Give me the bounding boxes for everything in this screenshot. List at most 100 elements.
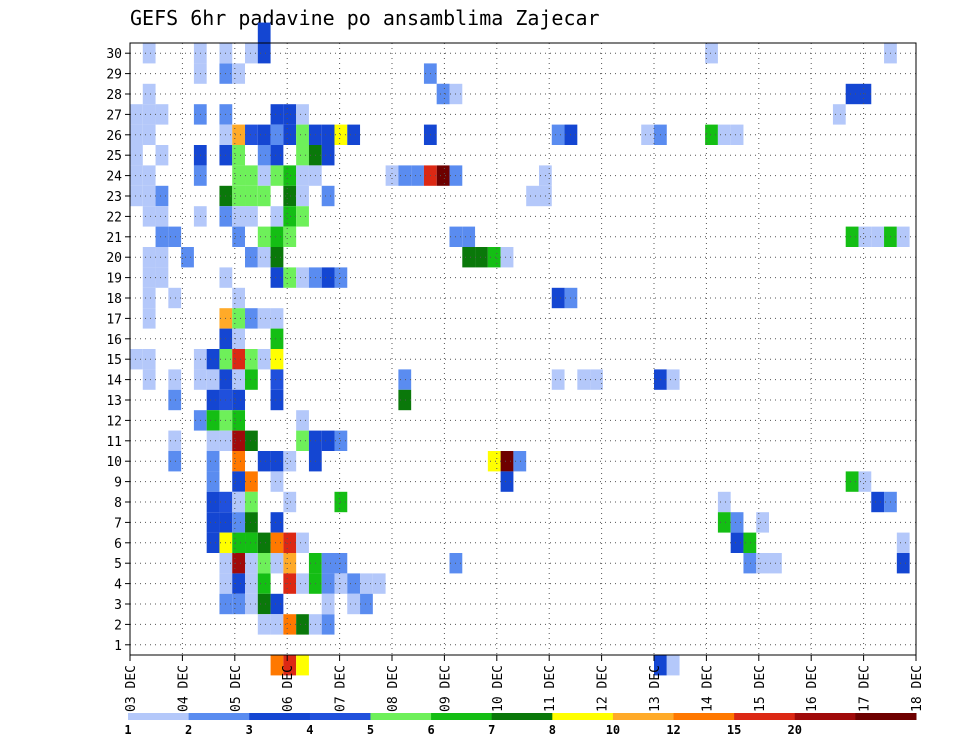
heatmap-cell <box>730 512 744 533</box>
heatmap-cell <box>142 124 156 145</box>
heatmap-cell <box>142 185 156 207</box>
heatmap-cell <box>257 532 271 553</box>
heatmap-cell <box>296 410 309 431</box>
heatmap-cell <box>206 532 220 553</box>
heatmap-cell <box>411 165 424 186</box>
heatmap-cell <box>245 43 258 64</box>
legend-swatch <box>855 713 917 720</box>
heatmap-cell <box>270 512 284 533</box>
heatmap-cell <box>232 491 246 513</box>
heatmap-cell <box>232 165 246 186</box>
heatmap-cell <box>257 124 271 145</box>
heatmap-cell <box>245 206 258 227</box>
heatmap-cell <box>232 553 246 574</box>
heatmap-cell <box>232 471 246 492</box>
heatmap-cell <box>296 165 309 186</box>
heatmap-cell <box>347 593 361 615</box>
heatmap-cell <box>232 369 246 390</box>
heatmap-cell <box>245 573 258 594</box>
y-tick-label: 6 <box>114 537 122 552</box>
heatmap-cell <box>245 369 258 390</box>
heatmap-cell <box>206 349 220 370</box>
heatmap-cell <box>321 614 335 635</box>
legend-swatch <box>552 713 614 720</box>
heatmap-cell <box>717 512 731 533</box>
heatmap-cell <box>257 451 271 472</box>
legend-swatch <box>734 713 796 720</box>
heatmap-cell <box>155 104 169 125</box>
x-tick-label: 06 DEC <box>281 665 296 712</box>
heatmap-cell <box>155 247 169 268</box>
heatmap-cell <box>321 573 335 594</box>
y-tick-label: 11 <box>106 435 122 450</box>
heatmap-cell <box>577 369 591 390</box>
heatmap-cell <box>130 124 143 145</box>
x-tick-label: 13 DEC <box>648 665 663 712</box>
heatmap-cell <box>654 655 667 676</box>
heatmap-cell <box>296 145 309 166</box>
legend-label: 12 <box>666 723 680 737</box>
heatmap-cell <box>398 389 412 411</box>
heatmap-cell <box>896 553 910 574</box>
heatmap-cell <box>155 185 169 207</box>
heatmap-cell <box>500 247 514 268</box>
heatmap-cell <box>245 124 258 145</box>
heatmap-cell <box>756 553 770 574</box>
heatmap-cell <box>896 226 910 247</box>
legend-swatch <box>370 713 432 720</box>
heatmap-cell <box>296 206 309 227</box>
heatmap-cell <box>168 369 182 390</box>
heatmap-cell <box>142 308 156 329</box>
heatmap-cell <box>142 43 156 64</box>
heatmap-cell <box>181 247 194 268</box>
heatmap-cell <box>232 287 246 309</box>
heatmap-cell <box>321 553 335 574</box>
heatmap-cell <box>257 573 271 594</box>
heatmap-cell <box>257 349 271 370</box>
heatmap-cell <box>372 573 386 594</box>
heatmap-cell <box>257 308 271 329</box>
heatmap-cell <box>296 614 309 635</box>
heatmap-cell <box>232 308 246 329</box>
heatmap-cell <box>500 471 514 492</box>
heatmap-cell <box>845 471 859 492</box>
heatmap-cell <box>257 226 271 247</box>
heatmap-cell <box>270 247 284 268</box>
y-tick-label: 27 <box>106 108 122 123</box>
x-tick-label: 12 DEC <box>596 665 611 712</box>
x-tick-label: 11 DEC <box>543 665 558 712</box>
y-tick-label: 13 <box>106 394 122 409</box>
heatmap-cell <box>283 226 297 247</box>
heatmap-cell <box>270 614 284 635</box>
heatmap-cell <box>130 104 143 125</box>
heatmap-cell <box>321 124 335 145</box>
y-tick-label: 21 <box>106 231 122 246</box>
heatmap-cell <box>436 83 450 105</box>
heatmap-cell <box>232 451 246 472</box>
heatmap-cell <box>232 410 246 431</box>
heatmap-cell <box>283 165 297 186</box>
heatmap-cell <box>360 573 373 594</box>
y-tick-label: 4 <box>114 578 122 593</box>
heatmap-cell <box>206 512 220 533</box>
heatmap-cell <box>845 83 859 105</box>
heatmap-cell <box>730 532 744 553</box>
y-tick-label: 7 <box>114 516 122 531</box>
heatmap-cell <box>283 451 297 472</box>
heatmap-cell <box>245 165 258 186</box>
y-tick-label: 17 <box>106 312 122 327</box>
heatmap-cell <box>641 124 654 145</box>
heatmap-cell <box>142 267 156 288</box>
heatmap-cell <box>296 532 309 553</box>
heatmap-cell <box>296 124 309 145</box>
legend-label: 7 <box>488 723 495 737</box>
legend-swatch <box>491 713 553 720</box>
y-tick-label: 30 <box>106 47 122 62</box>
heatmap-cell <box>717 124 731 145</box>
heatmap-cell <box>551 287 565 309</box>
heatmap-cell <box>232 430 246 451</box>
heatmap-cell <box>232 512 246 533</box>
heatmap-cell <box>270 104 284 125</box>
legend-label: 10 <box>606 723 620 737</box>
heatmap-cell <box>270 593 284 615</box>
